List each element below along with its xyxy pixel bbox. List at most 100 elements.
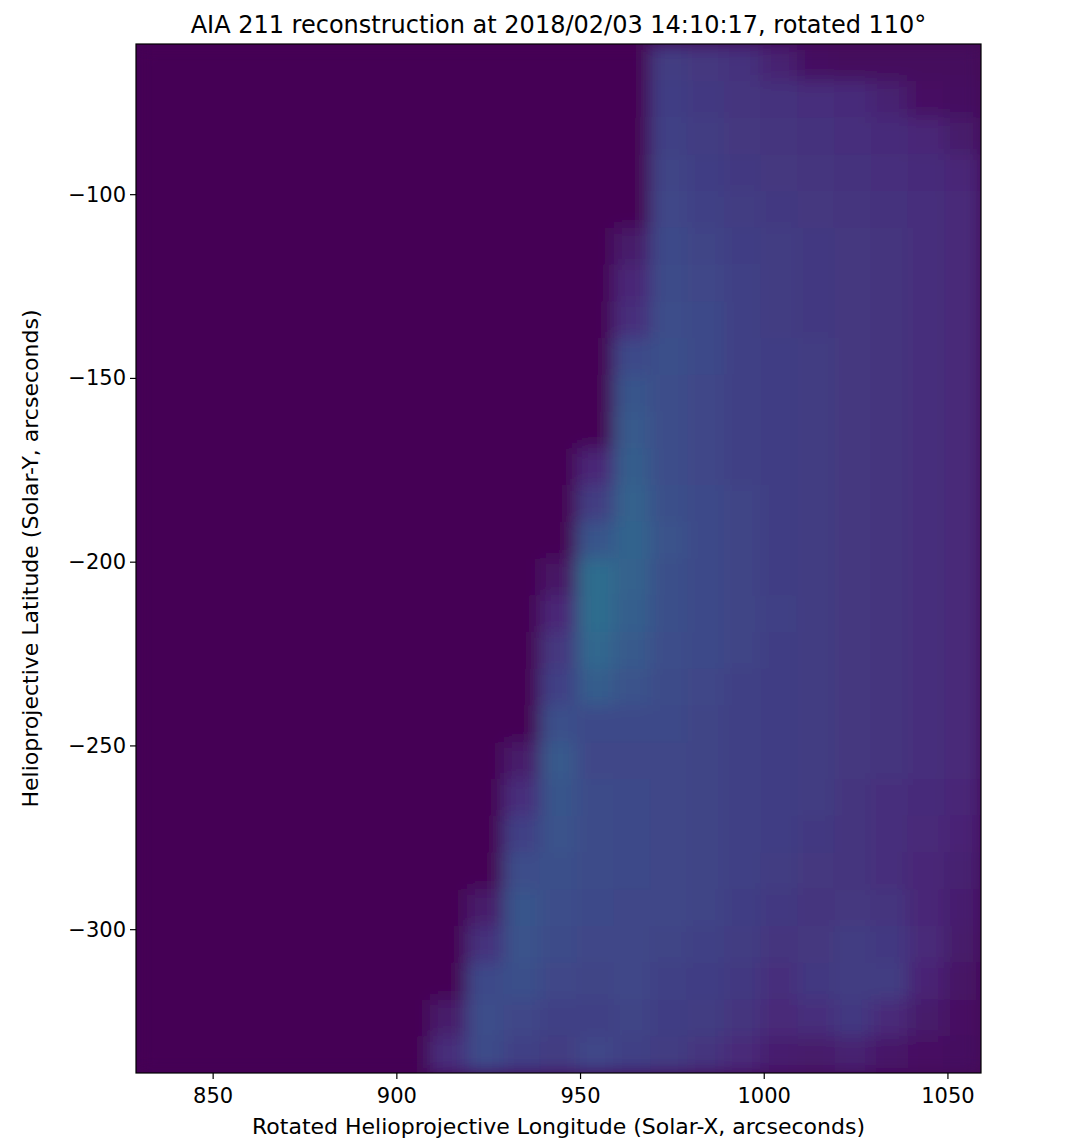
heatmap-cell [797, 779, 834, 816]
heatmap-cell [430, 81, 467, 118]
y-tick [130, 562, 136, 563]
plot-frame [136, 44, 981, 1073]
heatmap-cell [834, 154, 871, 191]
heatmap-cell [246, 485, 283, 522]
heatmap-cell [136, 154, 173, 191]
heatmap-cell [320, 926, 357, 963]
heatmap-cell [430, 889, 467, 926]
heatmap-cell [577, 632, 614, 669]
heatmap-cell [577, 706, 614, 743]
heatmap-cell [209, 412, 246, 449]
heatmap-cell [356, 889, 393, 926]
heatmap-cell [834, 632, 871, 669]
heatmap-cell [503, 963, 540, 1000]
heatmap-cell [724, 669, 761, 706]
heatmap-cell [944, 485, 981, 522]
heatmap-cell [467, 1000, 504, 1037]
heatmap-cell [797, 191, 834, 228]
heatmap-cell [834, 816, 871, 853]
heatmap-cell [577, 853, 614, 890]
heatmap-cell [540, 191, 577, 228]
heatmap-cell [687, 522, 724, 559]
heatmap-cell [614, 706, 651, 743]
heatmap-cell [908, 889, 945, 926]
heatmap-cell [797, 632, 834, 669]
heatmap-cell [687, 228, 724, 265]
heatmap-cell [467, 228, 504, 265]
heatmap-cell [687, 595, 724, 632]
heatmap-cell [687, 338, 724, 375]
heatmap-cell [393, 742, 430, 779]
heatmap-cell [430, 338, 467, 375]
heatmap-cell [724, 522, 761, 559]
heatmap-cell [540, 926, 577, 963]
heatmap-cell [761, 485, 798, 522]
heatmap-cell [209, 742, 246, 779]
heatmap-cell [320, 595, 357, 632]
heatmap-cell [540, 632, 577, 669]
heatmap-cell [246, 375, 283, 412]
heatmap-cell [834, 889, 871, 926]
heatmap-cell [503, 706, 540, 743]
heatmap-cell [871, 191, 908, 228]
heatmap-cell [944, 963, 981, 1000]
heatmap-cell [467, 448, 504, 485]
heatmap-cell [430, 669, 467, 706]
heatmap-cell [173, 338, 210, 375]
heatmap-cell [393, 1036, 430, 1073]
heatmap-cell [503, 375, 540, 412]
heatmap-cell [761, 81, 798, 118]
heatmap-cell [430, 301, 467, 338]
heatmap-cell [687, 926, 724, 963]
heatmap-cell [430, 963, 467, 1000]
heatmap-cell [467, 1036, 504, 1073]
heatmap-cell [503, 522, 540, 559]
heatmap-cell [944, 779, 981, 816]
heatmap-cell [650, 265, 687, 302]
heatmap-cell [246, 669, 283, 706]
heatmap-cell [503, 44, 540, 81]
heatmap-cell [320, 669, 357, 706]
heatmap-cell [650, 853, 687, 890]
heatmap-cell [246, 118, 283, 155]
heatmap-cell [908, 853, 945, 890]
x-tick-label: 1050 [921, 1084, 974, 1108]
heatmap-cell [577, 118, 614, 155]
heatmap-cell [944, 889, 981, 926]
heatmap-cell [614, 265, 651, 302]
heatmap-cell [173, 779, 210, 816]
heatmap-cell [136, 338, 173, 375]
heatmap-cell [650, 816, 687, 853]
heatmap-cell [503, 926, 540, 963]
heatmap-cell [393, 669, 430, 706]
heatmap-cell [540, 81, 577, 118]
heatmap-cell [320, 118, 357, 155]
heatmap-cell [393, 191, 430, 228]
heatmap-cell [283, 963, 320, 1000]
heatmap-cell [209, 779, 246, 816]
heatmap-cell [209, 559, 246, 596]
heatmap-cell [577, 522, 614, 559]
heatmap-cell [761, 44, 798, 81]
heatmap-cell [577, 1036, 614, 1073]
heatmap-cell [614, 559, 651, 596]
heatmap-cell [650, 1000, 687, 1037]
heatmap-cell [356, 301, 393, 338]
heatmap-cell [503, 118, 540, 155]
heatmap-cell [761, 301, 798, 338]
heatmap-cell [871, 228, 908, 265]
heatmap-cell [761, 265, 798, 302]
heatmap-cell [614, 853, 651, 890]
heatmap-cell [430, 706, 467, 743]
heatmap-cell [173, 448, 210, 485]
heatmap-cell [797, 559, 834, 596]
heatmap-cell [246, 779, 283, 816]
heatmap-cell [503, 1000, 540, 1037]
heatmap-cell [614, 448, 651, 485]
plot-background [136, 44, 981, 1073]
heatmap-cell [356, 338, 393, 375]
heatmap-cell [246, 522, 283, 559]
heatmap-cell [908, 118, 945, 155]
heatmap-cell [871, 632, 908, 669]
heatmap-cell [908, 1000, 945, 1037]
